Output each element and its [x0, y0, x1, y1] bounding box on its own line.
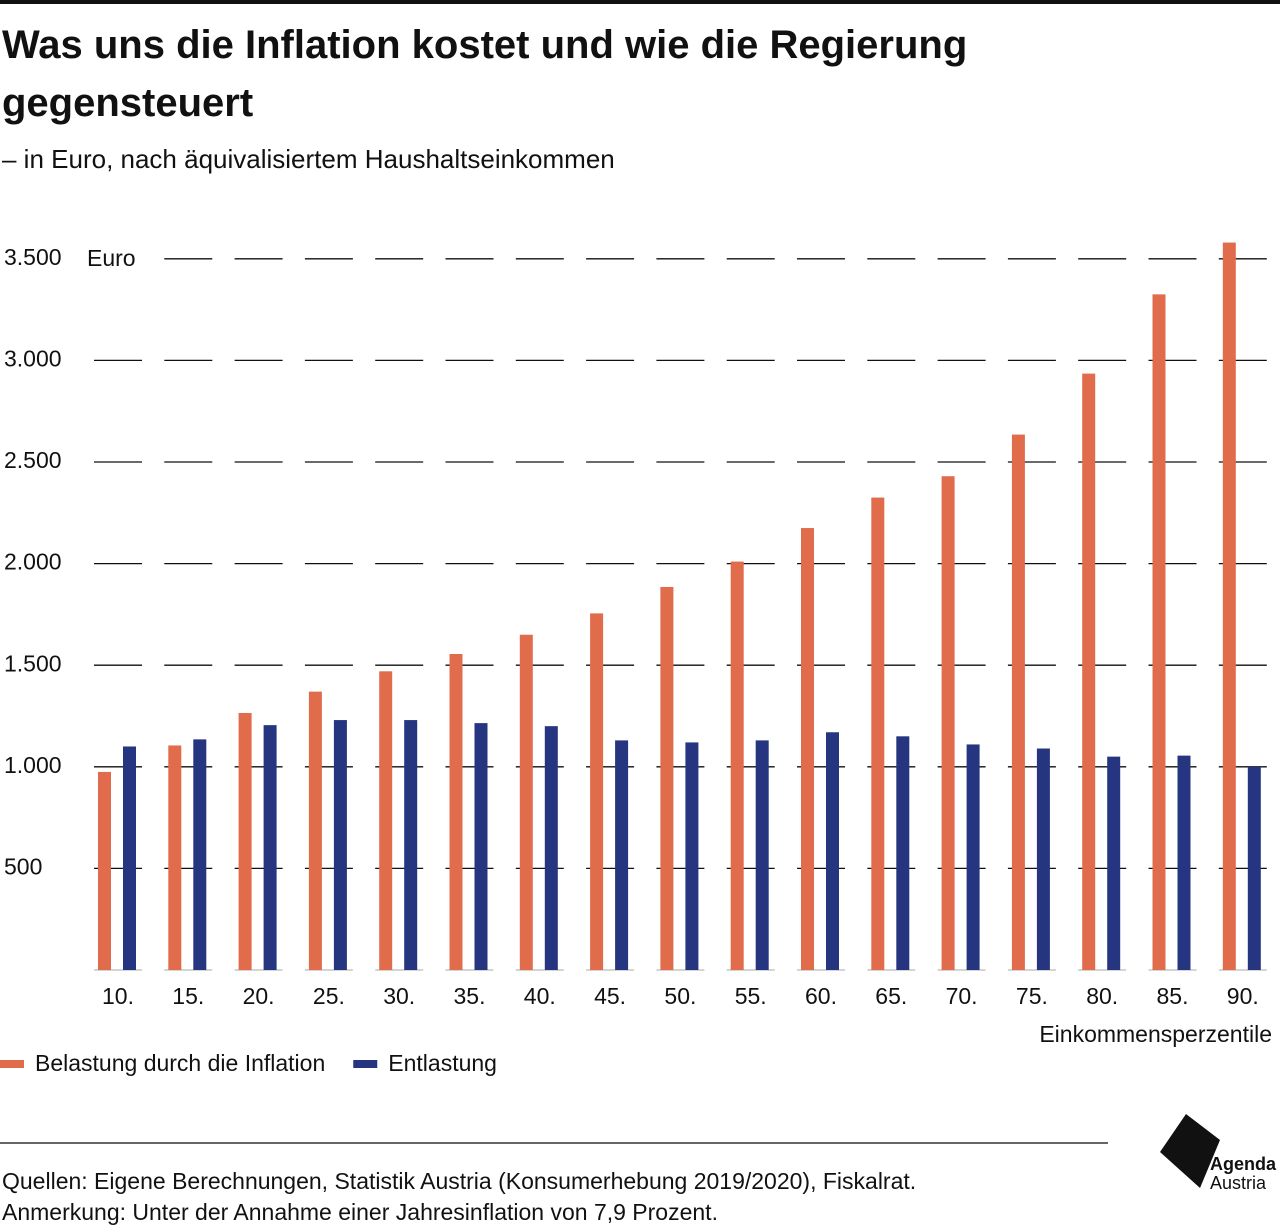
sources: Quellen: Eigene Berechnungen, Statistik … — [2, 1168, 916, 1194]
x-tick-label: 55. — [735, 983, 767, 1009]
y-tick-label: 500 — [4, 853, 42, 879]
bar — [941, 476, 955, 970]
bar — [826, 732, 839, 970]
bar — [871, 497, 885, 970]
bar — [193, 739, 207, 970]
legend-swatch — [0, 1060, 24, 1068]
x-tick-label: 65. — [875, 983, 907, 1009]
chart-title: Was uns die Inflation kostet und wie die… — [2, 23, 968, 125]
x-tick-label: 25. — [313, 983, 345, 1009]
bar — [730, 561, 744, 970]
bar — [966, 744, 980, 970]
y-axis-label: Euro — [87, 245, 136, 271]
x-tick-label: 85. — [1157, 983, 1189, 1009]
y-tick-label: 3.500 — [4, 244, 62, 270]
logo-mark — [1160, 1114, 1220, 1188]
x-tick-label: 20. — [243, 983, 275, 1009]
bar — [1177, 755, 1191, 970]
bar — [168, 745, 182, 970]
bar — [1082, 373, 1096, 970]
y-tick-label: 1.000 — [4, 752, 62, 778]
y-tick-label: 2.000 — [4, 549, 62, 575]
y-tick-label: 3.000 — [4, 345, 62, 371]
logo-text: Austria — [1210, 1173, 1267, 1193]
bar — [449, 654, 463, 970]
bar — [1222, 242, 1236, 970]
x-tick-label: 75. — [1016, 983, 1048, 1009]
note: Anmerkung: Unter der Annahme einer Jahre… — [2, 1199, 718, 1225]
bar — [123, 746, 136, 970]
x-tick-label: 10. — [102, 983, 134, 1009]
bar — [333, 720, 347, 970]
bar — [685, 742, 699, 970]
x-tick-label: 60. — [805, 983, 837, 1009]
bar — [519, 634, 533, 970]
bar — [263, 725, 277, 970]
bar — [474, 723, 488, 970]
x-tick-label: 35. — [454, 983, 486, 1009]
y-tick-label: 1.500 — [4, 650, 62, 676]
x-tick-label: 45. — [594, 983, 626, 1009]
x-tick-label: 50. — [664, 983, 696, 1009]
bar — [660, 586, 674, 970]
bar — [1247, 766, 1261, 970]
legend-label: Entlastung — [388, 1050, 497, 1076]
bar — [1152, 294, 1166, 970]
bar — [404, 720, 418, 970]
x-axis-label: Einkommensperzentile — [1039, 1021, 1272, 1047]
x-tick-label: 70. — [946, 983, 978, 1009]
y-tick-label: 2.500 — [4, 447, 62, 473]
x-tick-label: 15. — [172, 983, 204, 1009]
bar — [755, 740, 769, 970]
bar — [98, 771, 111, 970]
x-tick-label: 40. — [524, 983, 556, 1009]
x-tick-label: 80. — [1086, 983, 1118, 1009]
bar — [1011, 434, 1025, 970]
x-tick-label: 30. — [383, 983, 415, 1009]
legend-label: Belastung durch die Inflation — [35, 1050, 325, 1076]
bar — [615, 740, 629, 970]
bar — [379, 671, 393, 970]
bar — [238, 712, 252, 970]
bar — [590, 613, 604, 970]
bar — [544, 726, 558, 970]
bar — [1036, 748, 1050, 970]
bar — [896, 736, 910, 970]
chart-subtitle: – in Euro, nach äquivalisiertem Haushalt… — [2, 144, 615, 174]
bar — [801, 528, 814, 970]
x-tick-label: 90. — [1227, 983, 1259, 1009]
top-rule — [0, 0, 1280, 4]
bar — [308, 691, 322, 970]
logo-text: Agenda — [1210, 1154, 1277, 1174]
bar — [1107, 756, 1121, 970]
legend-swatch — [353, 1060, 378, 1068]
